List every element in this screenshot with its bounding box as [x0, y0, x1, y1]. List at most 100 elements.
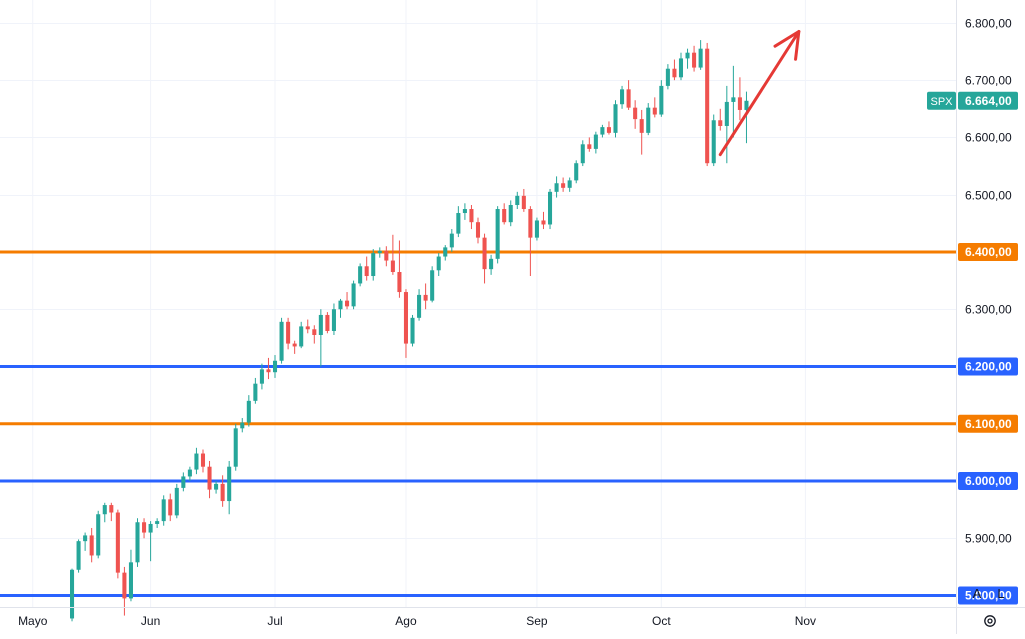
- arrow-head[interactable]: [773, 29, 801, 61]
- price-labels: 6.400,00 6.200,00 6.100,00 6.000,00 5.800,00…: [927, 91, 1018, 605]
- candle-body: [135, 522, 140, 563]
- candle: [194, 447, 199, 475]
- candle: [443, 245, 448, 261]
- candle-body: [475, 222, 481, 238]
- candle-body: [482, 237, 487, 270]
- candle-body: [286, 321, 291, 344]
- candle: [639, 109, 644, 155]
- candle: [698, 40, 703, 70]
- autoscale-button[interactable]: A: [972, 585, 982, 601]
- candle: [331, 303, 336, 335]
- candle: [547, 188, 553, 230]
- candle-body: [331, 309, 336, 331]
- candle: [718, 108, 723, 131]
- candle-body: [312, 329, 317, 335]
- candle: [220, 475, 225, 507]
- candle: [142, 518, 147, 539]
- x-tick-label: Jul: [267, 614, 282, 628]
- candle-body: [207, 466, 212, 490]
- candle-body: [403, 292, 409, 344]
- candle-body: [233, 428, 238, 467]
- candle-body: [620, 89, 625, 105]
- horizontal-line-price-label: 6.100,00: [965, 417, 1012, 431]
- candle-body: [737, 97, 742, 110]
- candle-body: [338, 300, 343, 310]
- candle: [456, 206, 461, 238]
- candle: [187, 466, 192, 482]
- candle-body: [678, 58, 684, 78]
- candle: [325, 312, 330, 334]
- candle: [652, 97, 657, 118]
- x-tick-label: Nov: [795, 614, 816, 628]
- candle: [554, 176, 559, 198]
- candle-body: [515, 195, 520, 206]
- candle: [345, 292, 350, 310]
- candle: [685, 48, 690, 69]
- candle: [253, 377, 258, 404]
- time-axis: Mayo Jun Jul Ago Sep Oct Nov: [18, 614, 816, 628]
- candle: [613, 100, 618, 138]
- candle-body: [410, 317, 415, 344]
- horizontal-lines: [0, 250, 956, 598]
- candle: [292, 340, 297, 354]
- candle-body: [462, 209, 467, 214]
- x-tick-label: Mayo: [18, 614, 48, 628]
- candle-body: [692, 52, 697, 68]
- candle: [115, 509, 120, 579]
- candle-body: [115, 512, 120, 573]
- candle: [312, 325, 317, 344]
- candle-body: [430, 270, 435, 301]
- candle: [502, 203, 507, 225]
- candle: [665, 64, 670, 90]
- last-price-badge: [958, 91, 1018, 110]
- symbol-tag[interactable]: [927, 91, 956, 110]
- candle: [364, 256, 369, 281]
- candle-body: [325, 314, 330, 331]
- candle-body: [128, 562, 133, 599]
- candle-body: [508, 205, 513, 223]
- arrow-shaft[interactable]: [718, 29, 801, 157]
- candle: [338, 298, 343, 318]
- candle: [410, 314, 415, 347]
- y-tick-label: 6.600,00: [965, 131, 1012, 145]
- candle-body: [705, 48, 710, 164]
- horizontal-line-price-label: 5.800,00: [965, 589, 1012, 603]
- candle: [626, 80, 631, 110]
- horizontal-line-price-badge: [958, 357, 1018, 376]
- candle-body: [220, 483, 225, 502]
- candle-body: [574, 163, 579, 181]
- candle: [593, 131, 598, 154]
- candle: [541, 211, 546, 230]
- candle: [371, 249, 376, 281]
- candle: [168, 493, 173, 522]
- candle-body: [142, 522, 147, 533]
- candle-body: [646, 107, 651, 133]
- candle: [397, 240, 402, 298]
- candle-body: [456, 213, 461, 234]
- candle-body: [417, 294, 422, 318]
- settings-gear-icon[interactable]: [980, 611, 1000, 631]
- candle-body: [528, 209, 533, 238]
- candle: [161, 495, 166, 526]
- log-scale-button[interactable]: L: [997, 585, 1005, 601]
- candle: [430, 266, 435, 303]
- candle-body: [626, 89, 631, 108]
- candle-body: [187, 469, 192, 477]
- candle-body: [554, 183, 559, 192]
- candle-body: [567, 180, 572, 188]
- candle: [286, 317, 291, 350]
- candle: [561, 177, 566, 192]
- candle: [521, 188, 526, 212]
- candle-body: [318, 314, 323, 335]
- candle-body: [364, 266, 369, 277]
- candle: [417, 289, 422, 321]
- candle-body: [534, 220, 539, 238]
- candle-body: [613, 104, 618, 133]
- x-tick-label: Jun: [141, 614, 160, 628]
- candle-body: [744, 100, 749, 110]
- candle-body: [266, 369, 271, 373]
- candle: [305, 319, 310, 334]
- candle-body: [443, 247, 448, 257]
